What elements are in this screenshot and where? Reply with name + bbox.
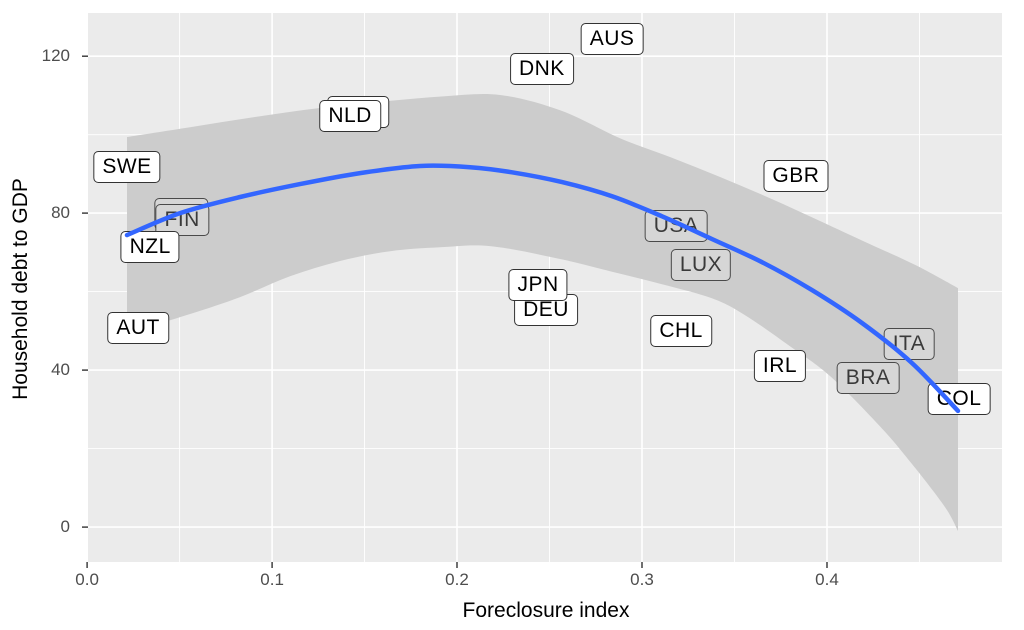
chart-figure: FINFINUSALUXITABRA SWEAUTNLDNLDDNKAUSDEU… <box>9 13 1002 622</box>
plot-panel-svg <box>82 13 1002 568</box>
